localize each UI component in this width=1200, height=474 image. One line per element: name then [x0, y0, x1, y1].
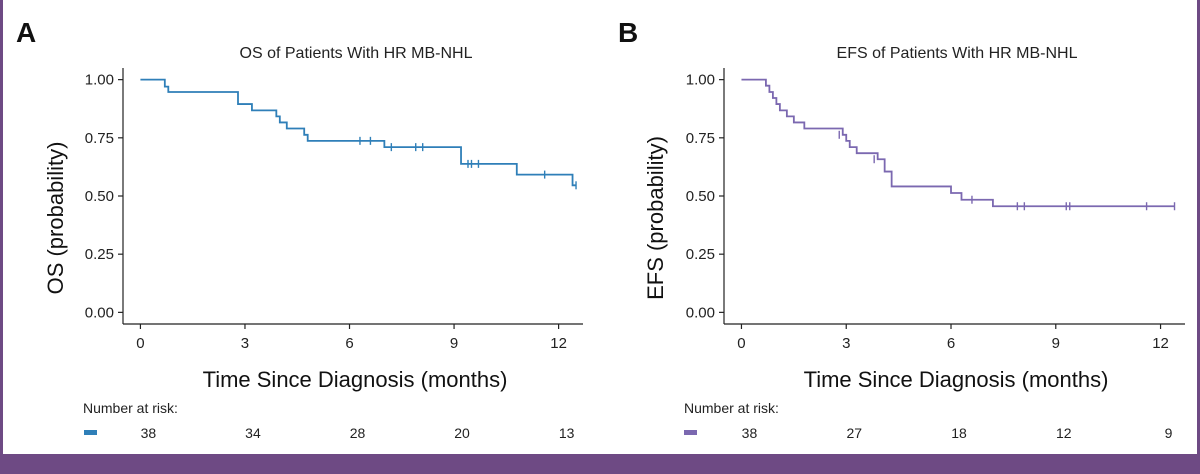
panel-a-risk-count: 28: [350, 425, 366, 441]
panel-a-risk-row: 38 34 28 20 13: [84, 425, 575, 441]
panel-b: B EFS of Patients With HR MB-NHL Time Si…: [618, 17, 1185, 441]
panel-a-risk-count: 34: [245, 425, 261, 441]
panel-b-y-tick-label: 0.50: [686, 188, 715, 205]
figure-bottom-band: [0, 454, 1200, 474]
panel-a-y-tick-label: 0.25: [85, 246, 114, 263]
panel-a-survival-curve: [140, 78, 577, 187]
panel-b-risk-count: 9: [1165, 425, 1173, 441]
panel-b-risk-count: 38: [742, 425, 758, 441]
panel-a-y-tick-label: 0.00: [85, 304, 114, 321]
panel-a-risk-legend-swatch: [84, 430, 97, 435]
panel-a: A OS of Patients With HR MB-NHL Time Sin…: [16, 17, 583, 441]
panel-a-y-axis-label: OS (probability): [43, 142, 68, 295]
panel-a-risk-count: 13: [559, 425, 575, 441]
panel-b-x-tick-label: 12: [1152, 335, 1169, 352]
panel-b-y-axis-label: EFS (probability): [643, 136, 668, 300]
panel-b-y-tick-label: 0.75: [686, 130, 715, 147]
panel-b-risk-count: 18: [951, 425, 967, 441]
panel-b-x-tick-label: 9: [1052, 335, 1060, 352]
panel-a-x-tick-label: 12: [550, 335, 567, 352]
panel-a-x-tick-label: 3: [241, 335, 249, 352]
panel-b-survival-curve: [741, 78, 1175, 208]
panel-a-risk-count: 38: [141, 425, 157, 441]
panel-b-title: EFS of Patients With HR MB-NHL: [837, 45, 1078, 62]
panel-b-risk-legend-swatch: [684, 430, 697, 435]
panel-a-risk-title: Number at risk:: [83, 400, 178, 416]
panel-a-title: OS of Patients With HR MB-NHL: [240, 45, 473, 62]
panel-b-x-tick-label: 3: [842, 335, 850, 352]
panel-b-y-tick-label: 1.00: [686, 72, 715, 89]
panel-a-plot-area: 0.00 0.25 0.50 0.75 1.00 0 3 6 9 12: [85, 68, 583, 352]
panel-a-y-tick-label: 1.00: [85, 72, 114, 89]
panel-a-x-tick-label: 9: [450, 335, 458, 352]
panel-b-risk-count: 27: [846, 425, 862, 441]
panel-a-x-tick-label: 0: [136, 335, 144, 352]
panel-b-x-axis-label: Time Since Diagnosis (months): [804, 367, 1109, 392]
panel-a-x-axis-label: Time Since Diagnosis (months): [203, 367, 508, 392]
panel-b-y-tick-label: 0.25: [686, 246, 715, 263]
panel-a-label: A: [16, 17, 36, 48]
panel-a-y-tick-label: 0.50: [85, 188, 114, 205]
panel-a-risk-count: 20: [454, 425, 470, 441]
panel-b-risk-title: Number at risk:: [684, 400, 779, 416]
panel-b-y-tick-label: 0.00: [686, 304, 715, 321]
figure-frame-left: [0, 0, 3, 474]
panel-b-label: B: [618, 17, 638, 48]
panel-b-risk-row: 38 27 18 12 9: [684, 425, 1173, 441]
panel-b-plot-area: 0.00 0.25 0.50 0.75 1.00 0 3 6 9 12: [686, 68, 1185, 352]
panel-a-y-tick-label: 0.75: [85, 130, 114, 147]
panel-b-risk-count: 12: [1056, 425, 1072, 441]
figure-frame-right: [1197, 0, 1200, 474]
panel-b-x-tick-label: 6: [947, 335, 955, 352]
panel-b-x-tick-label: 0: [737, 335, 745, 352]
panel-a-x-tick-label: 6: [345, 335, 353, 352]
